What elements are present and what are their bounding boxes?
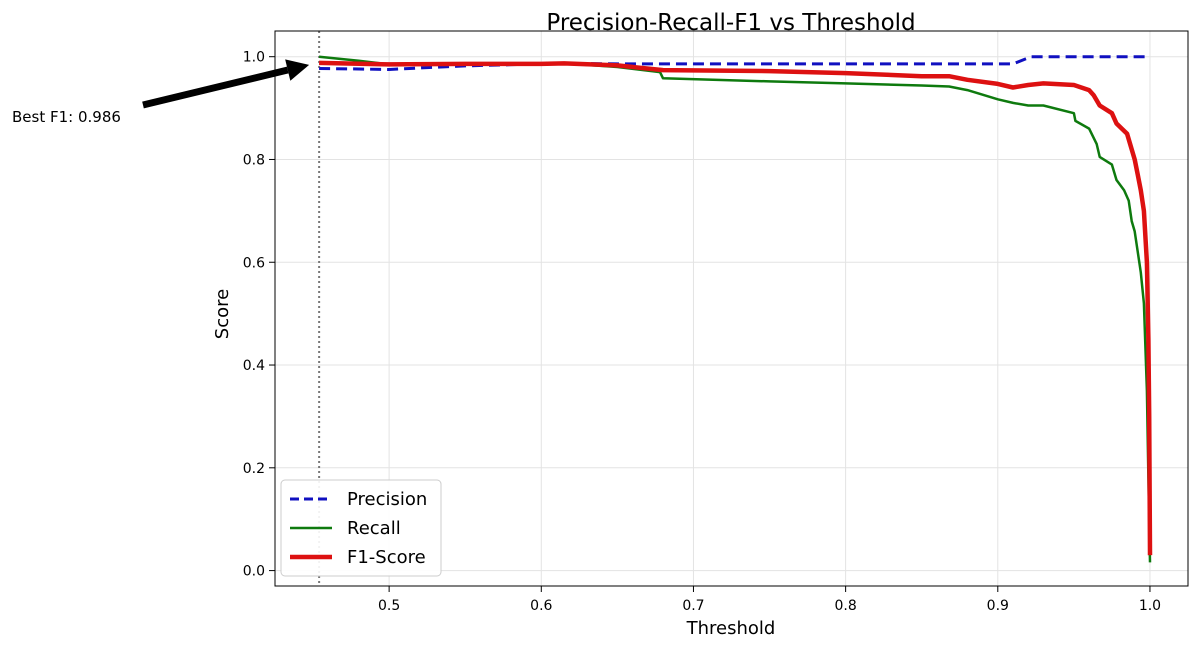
x-tick-label: 0.9 (987, 598, 1009, 614)
legend-label: Recall (347, 518, 401, 539)
y-tick-label: 1.0 (243, 50, 265, 66)
ticks: 0.5 0.6 0.7 0.8 0.9 1.0 0.0 0.2 0.4 0.6 0.8 1.0 (243, 50, 1161, 614)
legend: Precision Recall F1-Score (280, 479, 442, 577)
x-axis-label: Threshold (686, 618, 776, 639)
series-lines (318, 55, 1153, 563)
series-line-recall (318, 55, 1152, 563)
annotation-arrow-shaft (142, 66, 289, 109)
annotation-arrow-head (285, 59, 310, 81)
chart-title: Precision-Recall-F1 vs Threshold (546, 10, 915, 36)
y-tick-label: 0.0 (243, 564, 265, 580)
x-tick-label: 0.7 (682, 598, 704, 614)
x-tick-label: 0.6 (530, 598, 552, 614)
best-f1-label: Best F1: 0.986 (12, 108, 121, 126)
plot-frame (274, 30, 1189, 587)
y-axis-label: Score (212, 289, 233, 339)
x-tick-label: 0.5 (378, 598, 400, 614)
x-tick-label: 1.0 (1139, 598, 1161, 614)
y-tick-label: 0.4 (243, 358, 265, 374)
y-tick-label: 0.2 (243, 461, 265, 477)
best-f1-annotation: Best F1: 0.986 (12, 59, 310, 126)
legend-label: Precision (347, 489, 427, 510)
y-tick-label: 0.8 (243, 152, 265, 168)
x-tick-label: 0.8 (834, 598, 856, 614)
legend-box (280, 479, 442, 577)
series-line-f1-score (319, 60, 1153, 556)
legend-label: F1-Score (347, 547, 426, 568)
y-tick-label: 0.6 (243, 255, 265, 271)
